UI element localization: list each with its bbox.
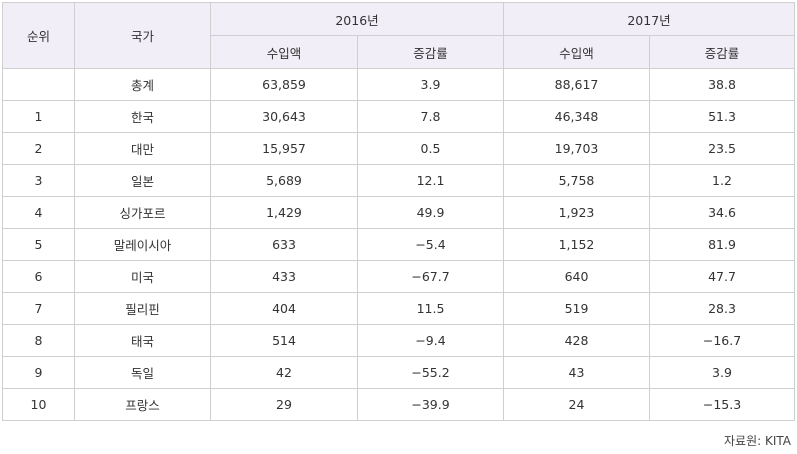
header-row-top: 순위 국가 2016년 2017년 [2, 2, 795, 69]
rank-cell: 10 [2, 388, 75, 421]
country-cell: 일본 [74, 164, 211, 197]
country-cell: 프랑스 [74, 388, 211, 421]
country-cell: 한국 [74, 100, 211, 133]
import-2016-cell: 633 [210, 228, 358, 261]
table-row: 4 싱가포르 1,429 49.9 1,923 34.6 [2, 196, 795, 229]
growth-2017-cell: −15.3 [649, 388, 795, 421]
growth-2017-cell: 3.9 [649, 356, 795, 389]
table-row: 1 한국 30,643 7.8 46,348 51.3 [2, 100, 795, 133]
header-row-sub: 수입액 증감률 수입액 증감률 [3, 35, 795, 69]
growth-2016-cell: −39.9 [357, 388, 504, 421]
country-cell: 총계 [74, 68, 211, 101]
country-cell: 대만 [74, 132, 211, 165]
import-2016-cell: 404 [210, 292, 358, 325]
import-2016-cell: 433 [210, 260, 358, 293]
source-note: 자료원: KITA [724, 434, 791, 448]
growth-2016-cell: −9.4 [357, 324, 504, 357]
header-import-2016: 수입액 [210, 35, 358, 69]
growth-2016-cell: −55.2 [357, 356, 504, 389]
country-cell: 독일 [74, 356, 211, 389]
import-2016-cell: 1,429 [210, 196, 358, 229]
country-cell: 미국 [74, 260, 211, 293]
growth-2017-cell: 81.9 [649, 228, 795, 261]
import-2017-cell: 1,923 [503, 196, 650, 229]
header-growth-2016: 증감률 [357, 35, 504, 69]
import-2016-cell: 29 [210, 388, 358, 421]
growth-2017-cell: −16.7 [649, 324, 795, 357]
header-country: 국가 [74, 2, 211, 69]
growth-2016-cell: 12.1 [357, 164, 504, 197]
table-row: 8 태국 514 −9.4 428 −16.7 [2, 324, 795, 357]
import-2017-cell: 519 [503, 292, 650, 325]
growth-2016-cell: 11.5 [357, 292, 504, 325]
import-2016-cell: 15,957 [210, 132, 358, 165]
growth-2017-cell: 47.7 [649, 260, 795, 293]
import-2017-cell: 1,152 [503, 228, 650, 261]
import-2017-cell: 88,617 [503, 68, 650, 101]
growth-2016-cell: −67.7 [357, 260, 504, 293]
import-2016-cell: 63,859 [210, 68, 358, 101]
growth-2017-cell: 38.8 [649, 68, 795, 101]
table-row-total: 총계 63,859 3.9 88,617 38.8 [2, 68, 795, 101]
header-rank: 순위 [2, 2, 75, 69]
rank-cell: 9 [2, 356, 75, 389]
import-2016-cell: 30,643 [210, 100, 358, 133]
growth-2016-cell: 0.5 [357, 132, 504, 165]
country-cell: 싱가포르 [74, 196, 211, 229]
growth-2017-cell: 51.3 [649, 100, 795, 133]
rank-cell: 8 [2, 324, 75, 357]
rank-cell: 7 [2, 292, 75, 325]
import-2017-cell: 5,758 [503, 164, 650, 197]
table-row: 7 필리핀 404 11.5 519 28.3 [2, 292, 795, 325]
rank-cell: 6 [2, 260, 75, 293]
country-cell: 필리핀 [74, 292, 211, 325]
header-growth-2017: 증감률 [649, 35, 795, 69]
table-row: 10 프랑스 29 −39.9 24 −15.3 [2, 388, 795, 421]
import-2016-cell: 5,689 [210, 164, 358, 197]
import-table: 순위 국가 2016년 2017년 수입액 증감률 수입액 증감률 총계 63,… [2, 2, 795, 421]
growth-2017-cell: 34.6 [649, 196, 795, 229]
country-cell: 태국 [74, 324, 211, 357]
growth-2016-cell: 49.9 [357, 196, 504, 229]
import-2016-cell: 514 [210, 324, 358, 357]
table-row: 6 미국 433 −67.7 640 47.7 [2, 260, 795, 293]
import-2017-cell: 428 [503, 324, 650, 357]
rank-cell [2, 68, 75, 101]
rank-cell: 5 [2, 228, 75, 261]
growth-2017-cell: 28.3 [649, 292, 795, 325]
import-2017-cell: 24 [503, 388, 650, 421]
import-2017-cell: 19,703 [503, 132, 650, 165]
growth-2016-cell: −5.4 [357, 228, 504, 261]
import-2017-cell: 46,348 [503, 100, 650, 133]
header-import-2017: 수입액 [503, 35, 650, 69]
table-row: 2 대만 15,957 0.5 19,703 23.5 [2, 132, 795, 165]
import-2017-cell: 43 [503, 356, 650, 389]
rank-cell: 4 [2, 196, 75, 229]
growth-2017-cell: 1.2 [649, 164, 795, 197]
rank-cell: 3 [2, 164, 75, 197]
growth-2016-cell: 3.9 [357, 68, 504, 101]
header-year-2016: 2016년 [210, 2, 504, 36]
import-2016-cell: 42 [210, 356, 358, 389]
growth-2017-cell: 23.5 [649, 132, 795, 165]
table-row: 3 일본 5,689 12.1 5,758 1.2 [2, 164, 795, 197]
header-year-2017: 2017년 [503, 2, 795, 36]
table-row: 9 독일 42 −55.2 43 3.9 [2, 356, 795, 389]
table-row: 5 말레이시아 633 −5.4 1,152 81.9 [2, 228, 795, 261]
import-2017-cell: 640 [503, 260, 650, 293]
rank-cell: 1 [2, 100, 75, 133]
rank-cell: 2 [2, 132, 75, 165]
growth-2016-cell: 7.8 [357, 100, 504, 133]
country-cell: 말레이시아 [74, 228, 211, 261]
